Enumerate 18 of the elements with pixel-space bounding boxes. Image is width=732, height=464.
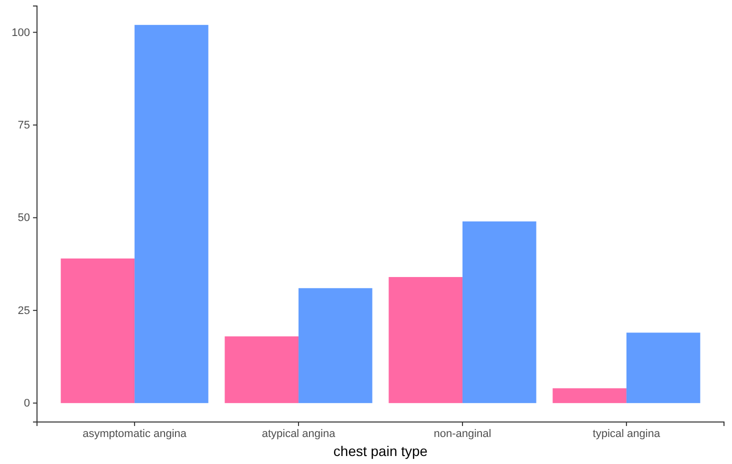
bar [60, 258, 135, 404]
y-tick-label: 100 [12, 26, 30, 39]
bar [224, 336, 299, 404]
bar [298, 288, 372, 404]
x-tick-label: atypical angina [262, 428, 336, 440]
bar [388, 277, 462, 404]
y-tick-label: 75 [18, 120, 30, 132]
y-tick-label: 50 [18, 212, 30, 224]
y-tick-label: 0 [24, 398, 30, 410]
x-tick-label: typical angina [592, 428, 661, 440]
bar [462, 221, 536, 404]
bar [626, 332, 700, 404]
bar [552, 388, 626, 404]
y-tick-label: 25 [18, 304, 30, 317]
x-tick-label: non-anginal [434, 428, 492, 440]
x-tick-label: asymptomatic angina [82, 428, 188, 440]
x-axis-title: chest pain type [333, 443, 428, 459]
bar [134, 24, 208, 404]
